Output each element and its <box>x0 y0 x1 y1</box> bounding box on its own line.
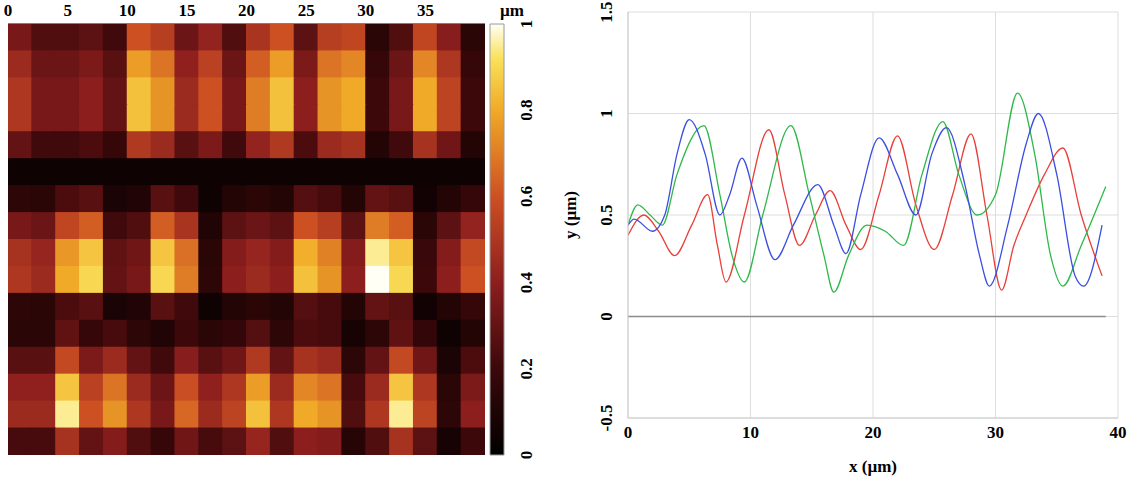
svg-text:0.5: 0.5 <box>597 204 616 225</box>
svg-text:0.2: 0.2 <box>517 358 536 379</box>
svg-text:0: 0 <box>4 1 13 20</box>
svg-text:30: 30 <box>357 1 374 20</box>
svg-text:35: 35 <box>417 1 434 20</box>
svg-text:10: 10 <box>119 1 136 20</box>
svg-text:25: 25 <box>298 1 315 20</box>
svg-text:1: 1 <box>517 20 536 29</box>
svg-text:10: 10 <box>742 423 759 442</box>
svg-text:-0.5: -0.5 <box>597 405 616 432</box>
svg-text:30: 30 <box>987 423 1004 442</box>
svg-text:1: 1 <box>597 109 616 118</box>
svg-text:0.6: 0.6 <box>517 186 536 207</box>
svg-text:15: 15 <box>178 1 195 20</box>
svg-text:x (µm): x (µm) <box>849 457 897 476</box>
svg-text:1.5: 1.5 <box>597 1 616 22</box>
svg-text:0: 0 <box>517 451 536 460</box>
svg-text:0: 0 <box>624 423 633 442</box>
svg-text:20: 20 <box>238 1 255 20</box>
svg-text:y (µm): y (µm) <box>561 191 580 239</box>
svg-text:20: 20 <box>865 423 882 442</box>
svg-text:0.4: 0.4 <box>517 271 536 293</box>
html-text:µm: µm <box>500 1 524 20</box>
svg-text:0: 0 <box>597 312 616 321</box>
svg-text:5: 5 <box>63 1 72 20</box>
svg-text:0.8: 0.8 <box>517 100 536 121</box>
svg-text:40: 40 <box>1110 423 1127 442</box>
